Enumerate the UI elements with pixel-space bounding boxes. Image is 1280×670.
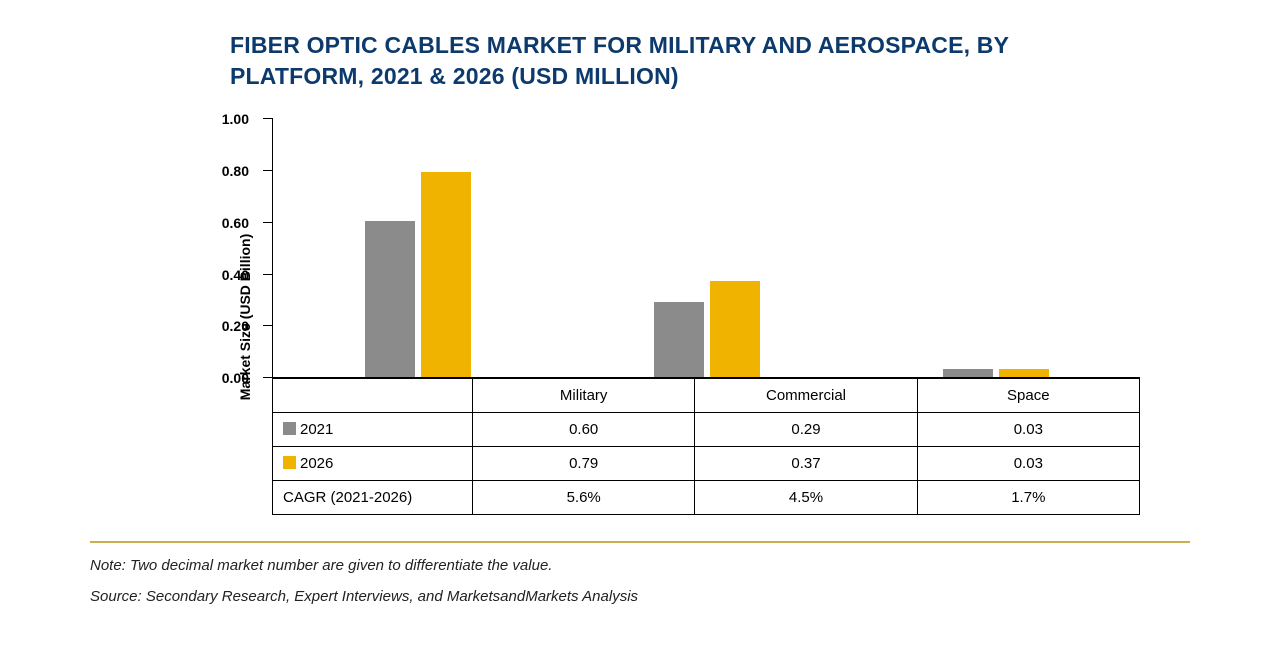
table-cell: 1.7% [917,481,1139,515]
legend-swatch [283,456,296,469]
bar [710,281,760,377]
table-cell: Space [917,379,1139,413]
row-label: CAGR (2021-2026) [273,481,473,515]
bar-groups [273,118,1140,377]
data-table: MilitaryCommercialSpace20210.600.290.032… [272,378,1140,515]
y-tick-label: 1.00 [222,111,249,127]
y-tick: 0.20 [263,325,273,326]
y-tick: 0.40 [263,274,273,275]
table-cell: 0.60 [473,413,695,447]
legend-swatch [283,422,296,435]
table-cell: 0.37 [695,447,917,481]
bar-group [562,118,851,377]
y-tick-label: 0.60 [222,215,249,231]
table-cell: Commercial [695,379,917,413]
row-label: 2021 [273,413,473,447]
table-row: 20260.790.370.03 [273,447,1140,481]
table-cell: 5.6% [473,481,695,515]
bar [943,369,993,377]
bar [365,221,415,377]
bar [421,172,471,377]
table-cell: 0.03 [917,447,1139,481]
footnote-note: Note: Two decimal market number are give… [90,557,1190,574]
y-tick-label: 0.80 [222,163,249,179]
figure: FIBER OPTIC CABLES MARKET FOR MILITARY A… [0,0,1280,670]
plot-area: 0.000.200.400.600.801.00 [272,118,1140,378]
table-cell: Military [473,379,695,413]
bar [654,302,704,377]
y-tick: 0.60 [263,222,273,223]
y-tick-label: 0.00 [222,370,249,386]
table-cell: 0.29 [695,413,917,447]
y-tick: 0.00 [263,377,273,378]
row-label: 2026 [273,447,473,481]
table-row: CAGR (2021-2026)5.6%4.5%1.7% [273,481,1140,515]
section-divider [90,541,1190,543]
table-cell: 0.79 [473,447,695,481]
bar-group [851,118,1140,377]
bar-group [273,118,562,377]
y-tick-label: 0.20 [222,318,249,334]
table-header-row: MilitaryCommercialSpace [273,379,1140,413]
chart-area: Market Size (USD Billion) 0.000.200.400.… [210,118,1140,515]
table-cell: 4.5% [695,481,917,515]
y-tick: 1.00 [263,118,273,119]
table-cell: 0.03 [917,413,1139,447]
chart-title: FIBER OPTIC CABLES MARKET FOR MILITARY A… [230,30,1130,92]
y-tick-label: 0.40 [222,267,249,283]
y-tick: 0.80 [263,170,273,171]
footnote-source: Source: Secondary Research, Expert Inter… [90,588,1190,605]
bar [999,369,1049,377]
row-label [273,379,473,413]
table-row: 20210.600.290.03 [273,413,1140,447]
